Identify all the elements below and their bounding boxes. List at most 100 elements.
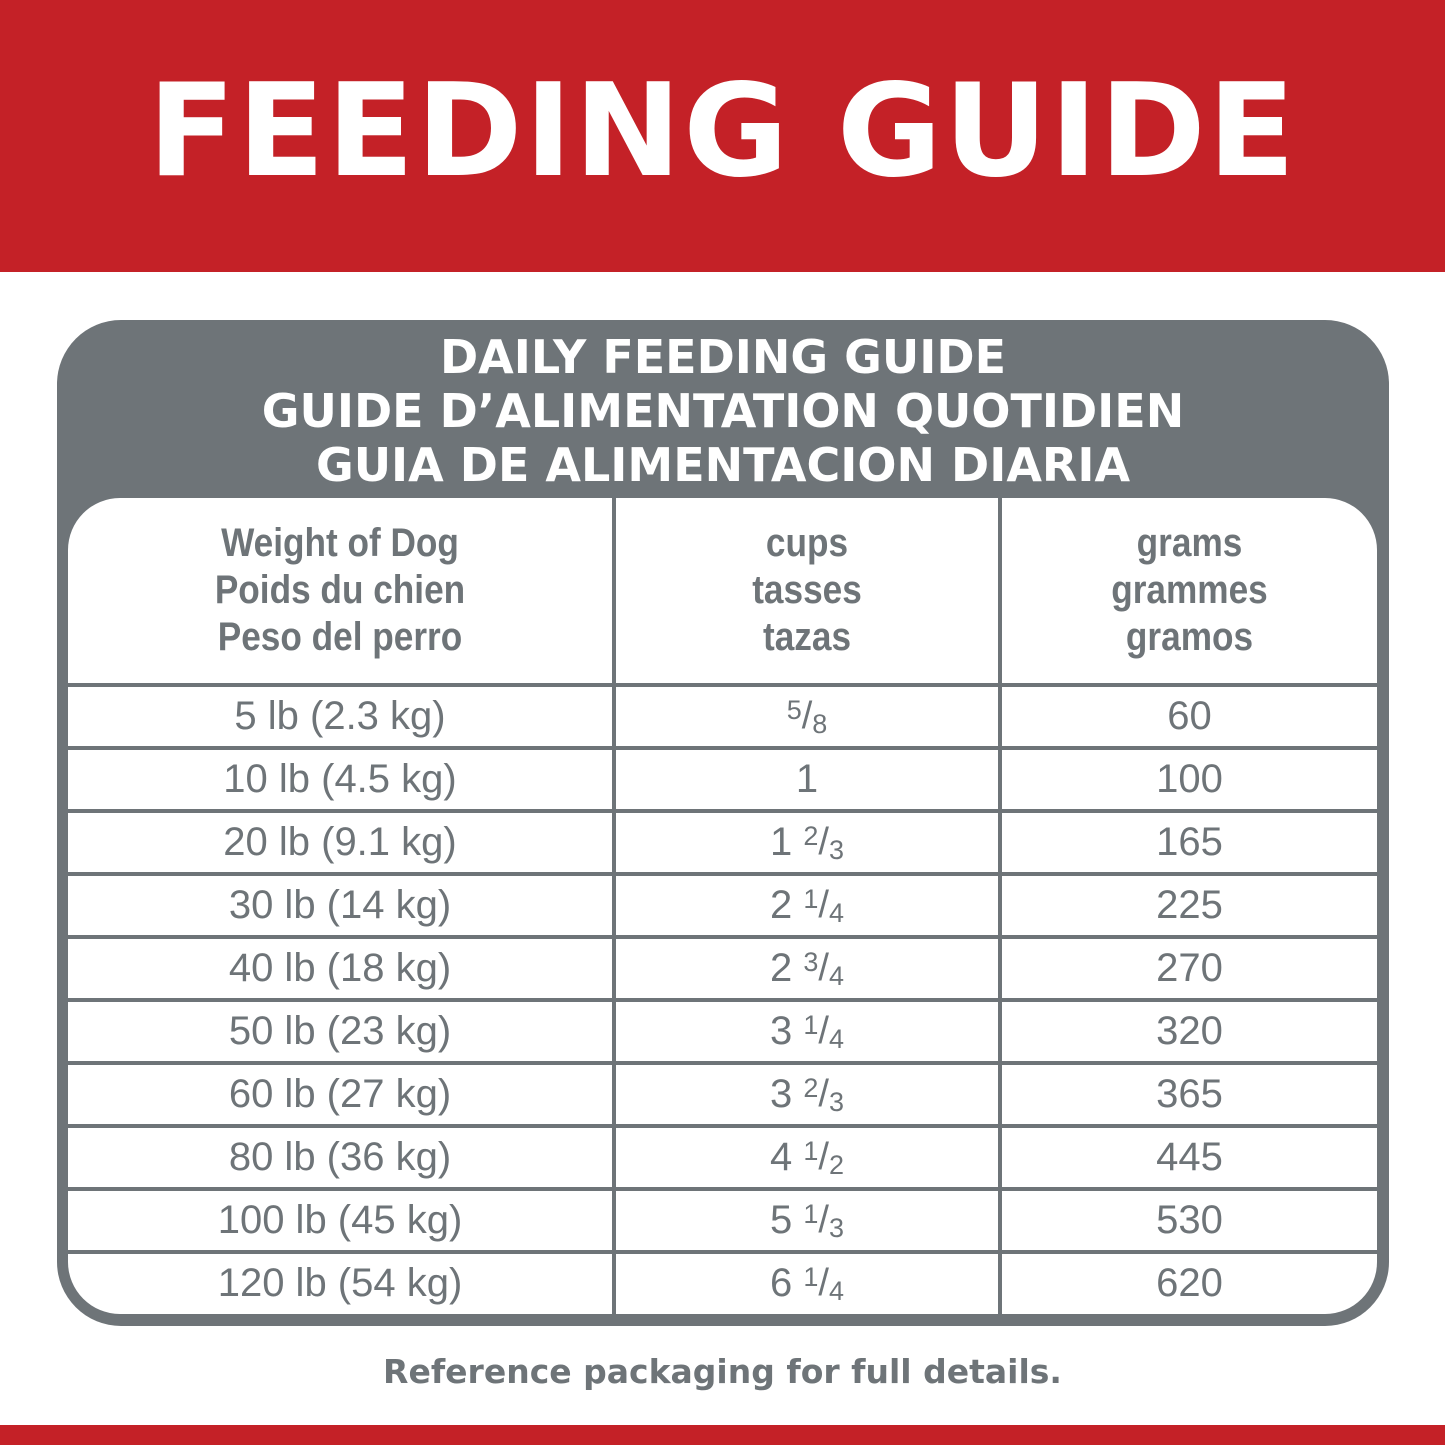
cell-weight: 5 lb (2.3 kg) [234,694,446,738]
fraction-slash: / [818,1262,829,1304]
cell-weight: 30 lb (14 kg) [228,883,452,927]
cups-whole: 2 [770,883,793,927]
cell-cups: 5 1/3 [616,1191,998,1250]
cups-whole: 1 [795,757,819,801]
header-cups-es: tazas [762,615,852,659]
cell-cups: 4 1/2 [616,1128,998,1187]
fraction-denominator: 3 [828,1087,844,1117]
cell-grams: 530 [1156,1198,1223,1242]
fraction-slash: / [818,821,829,863]
title-english: DAILY FEEDING GUIDE [439,330,1007,384]
cell-grams: 270 [1156,946,1223,990]
feeding-guide-panel: DAILY FEEDING GUIDE GUIDE D’ALIMENTATION… [57,320,1389,1326]
table-header: Weight of Dog Poids du chien Peso del pe… [68,498,1377,683]
header-weight-en: Weight of Dog [221,521,459,565]
cell-weight: 60 lb (27 kg) [228,1072,452,1116]
cell-weight: 100 lb (45 kg) [217,1198,463,1242]
cell-weight: 50 lb (23 kg) [228,1009,452,1053]
cell-grams: 365 [1156,1072,1223,1116]
footer-note: Reference packaging for full details. [383,1352,1062,1391]
cups-whole: 5 [770,1198,793,1242]
cups-fraction: 2/3 [803,1073,844,1117]
fraction-denominator: 2 [828,1150,844,1180]
fraction-denominator: 4 [828,961,844,991]
fraction-slash: / [818,1199,829,1241]
fraction-numerator: 2 [803,821,819,851]
cups-whole: 6 [770,1261,793,1305]
fraction-numerator: 1 [803,1136,819,1166]
cups-whole: 3 [770,1072,793,1116]
fraction-numerator: 5 [786,695,802,725]
header-grams-en: grams [1136,521,1243,565]
column-divider [998,498,1002,1314]
cell-grams: 225 [1156,883,1223,927]
cups-fraction: 1/2 [803,1136,844,1180]
cups-fraction: 1/4 [803,884,844,928]
cell-grams: 60 [1167,694,1212,738]
cell-cups: 3 2/3 [616,1065,998,1124]
table-row: 30 lb (14 kg) 2 1/4 225 [68,872,1377,935]
cell-weight: 20 lb (9.1 kg) [223,820,457,864]
table-row: 20 lb (9.1 kg) 1 2/3 165 [68,809,1377,872]
cell-grams: 165 [1156,820,1223,864]
cups-whole: 2 [770,946,793,990]
cups-whole: 3 [770,1009,793,1053]
table-row: 60 lb (27 kg) 3 2/3 365 [68,1061,1377,1124]
cups-fraction: 5/8 [786,695,828,739]
cell-grams: 445 [1156,1135,1223,1179]
table-row: 100 lb (45 kg) 5 1/3 530 [68,1187,1377,1250]
cups-fraction: 3/4 [803,947,844,991]
fraction-denominator: 3 [828,1213,844,1243]
title-spanish: GUIA DE ALIMENTACION DIARIA [315,438,1131,492]
fraction-slash: / [801,695,813,737]
fraction-slash: / [818,1010,829,1052]
cell-cups: 2 1/4 [616,876,998,935]
cups-fraction: 1/3 [803,1199,844,1243]
bottom-bar [0,1425,1445,1445]
header-grams: grams grammes gramos [1025,498,1355,683]
cell-grams: 100 [1156,757,1223,801]
fraction-numerator: 2 [803,1073,819,1103]
header-cups-fr: tasses [752,568,862,612]
fraction-numerator: 1 [803,1010,819,1040]
panel-title: DAILY FEEDING GUIDE GUIDE D’ALIMENTATION… [57,330,1389,492]
cell-cups: 2 3/4 [616,939,998,998]
cell-weight: 80 lb (36 kg) [228,1135,452,1179]
table-row: 5 lb (2.3 kg) 5/8 60 [68,683,1377,746]
fraction-denominator: 4 [828,1276,844,1306]
fraction-slash: / [818,1073,829,1115]
fraction-slash: / [818,1136,829,1178]
cups-fraction: 1/4 [803,1010,844,1054]
fraction-numerator: 1 [803,1262,819,1292]
cell-weight: 40 lb (18 kg) [228,946,452,990]
fraction-numerator: 1 [803,884,819,914]
cell-grams: 620 [1156,1261,1223,1305]
fraction-numerator: 3 [803,947,819,977]
fraction-numerator: 1 [803,1199,819,1229]
cups-fraction: 1/4 [803,1262,844,1306]
header-banner: FEEDING GUIDE [0,0,1445,272]
header-weight: Weight of Dog Poids du chien Peso del pe… [101,498,580,683]
table-row: 80 lb (36 kg) 4 1/2 445 [68,1124,1377,1187]
header-weight-fr: Poids du chien [214,568,466,612]
fraction-slash: / [818,884,829,926]
fraction-denominator: 4 [828,1024,844,1054]
cell-cups: 1 [616,750,998,809]
fraction-denominator: 3 [828,835,844,865]
cell-cups: 1 2/3 [616,813,998,872]
header-grams-es: gramos [1125,615,1254,659]
table-row: 10 lb (4.5 kg) 1 100 [68,746,1377,809]
cell-weight: 10 lb (4.5 kg) [223,757,457,801]
fraction-slash: / [818,947,829,989]
cell-cups: 5/8 [616,687,998,746]
cell-cups: 3 1/4 [616,1002,998,1061]
cell-weight: 120 lb (54 kg) [217,1261,463,1305]
header-cups-en: cups [765,521,849,565]
fraction-denominator: 8 [812,709,828,739]
fraction-denominator: 4 [828,898,844,928]
title-french: GUIDE D’ALIMENTATION QUOTIDIEN [261,384,1185,438]
table-row: 50 lb (23 kg) 3 1/4 320 [68,998,1377,1061]
banner-title: FEEDING GUIDE [147,56,1298,206]
header-weight-es: Peso del perro [217,615,463,659]
cups-fraction: 2/3 [803,821,844,865]
